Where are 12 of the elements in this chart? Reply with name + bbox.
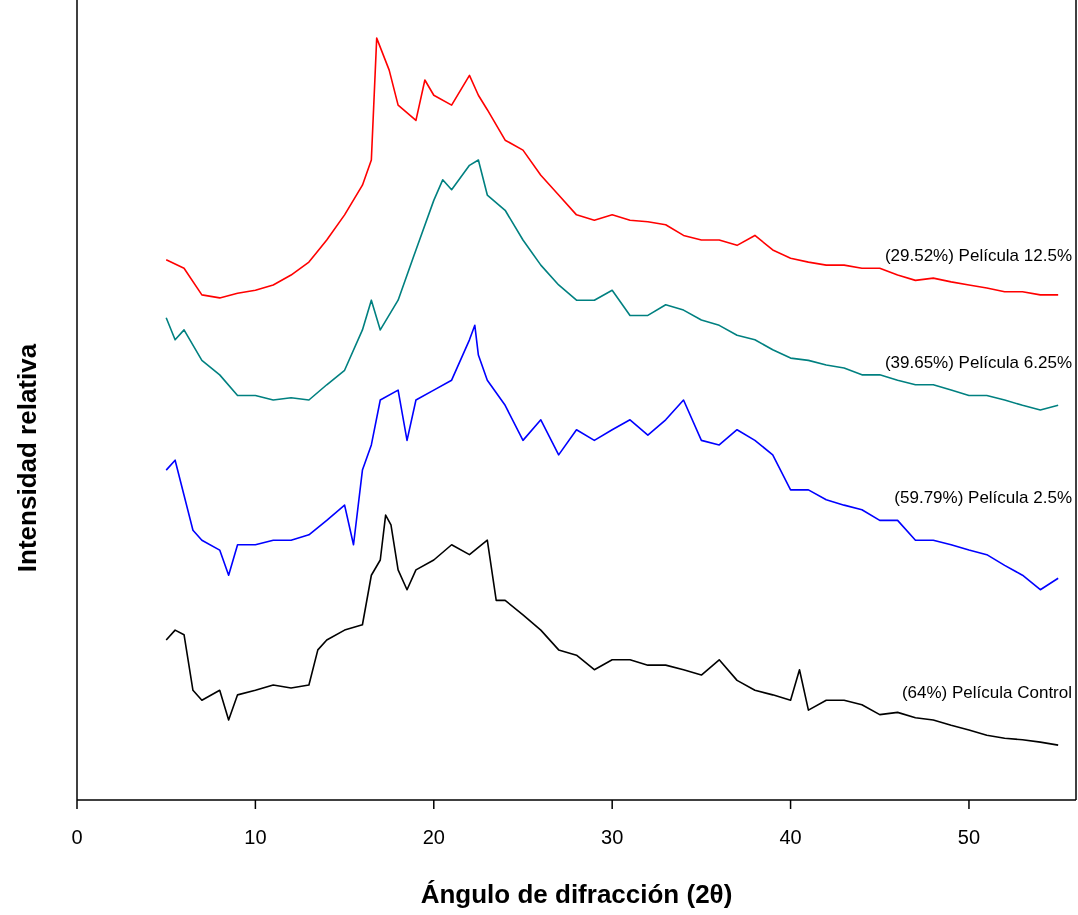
series-label: (59.79%) Película 2.5% <box>894 487 1072 507</box>
x-tick-label: 40 <box>779 826 802 848</box>
series-label: (29.52%) Película 12.5% <box>884 246 1072 266</box>
x-tick-label: 50 <box>957 826 981 848</box>
x-tick-label: 0 <box>71 826 83 848</box>
y-axis-title: Intensidad relativa <box>12 343 42 573</box>
series-label: (39.65%) Película 6.25% <box>884 352 1072 372</box>
series-label: (64%) Película Control <box>901 682 1072 702</box>
x-axis-title: Ángulo de difracción (2θ) <box>420 879 733 909</box>
x-tick-label: 30 <box>601 826 624 848</box>
x-tick-label: 20 <box>422 826 445 848</box>
x-tick-label: 10 <box>244 826 267 848</box>
